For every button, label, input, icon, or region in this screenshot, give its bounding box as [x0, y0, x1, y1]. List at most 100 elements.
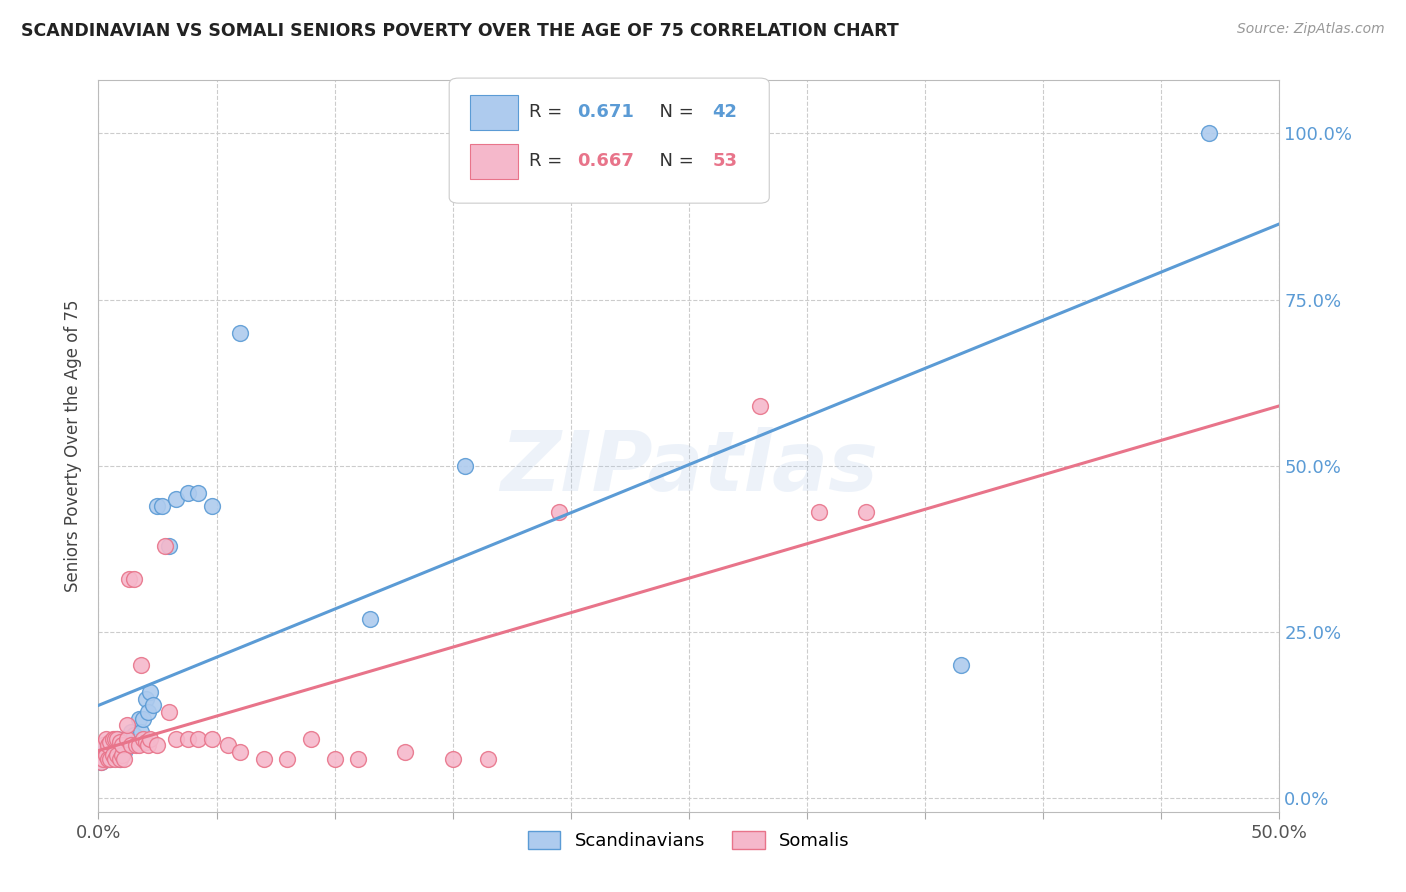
Point	[111, 738, 134, 752]
Point	[115, 731, 138, 746]
Point	[359, 612, 381, 626]
Point	[165, 731, 187, 746]
Point	[97, 751, 120, 765]
Point	[129, 658, 152, 673]
Text: Source: ZipAtlas.com: Source: ZipAtlas.com	[1237, 22, 1385, 37]
Text: 0.671: 0.671	[576, 103, 634, 120]
Point	[139, 685, 162, 699]
Point	[108, 738, 131, 752]
Point	[104, 731, 127, 746]
Point	[253, 751, 276, 765]
Point	[94, 731, 117, 746]
Point	[91, 738, 114, 752]
Point	[101, 748, 124, 763]
Point	[98, 735, 121, 749]
Point	[128, 738, 150, 752]
Point	[128, 712, 150, 726]
Point	[299, 731, 322, 746]
Text: ZIPatlas: ZIPatlas	[501, 427, 877, 508]
Point	[165, 492, 187, 507]
Point	[94, 751, 117, 765]
Point	[104, 751, 127, 765]
Text: N =: N =	[648, 103, 699, 120]
Point	[112, 745, 135, 759]
Point	[229, 745, 252, 759]
Point	[949, 658, 972, 673]
Point	[441, 751, 464, 765]
Point	[146, 738, 169, 752]
Point	[217, 738, 239, 752]
Point	[121, 738, 143, 752]
Point	[111, 748, 134, 763]
Text: 53: 53	[713, 153, 738, 170]
Point	[118, 572, 141, 586]
Point	[187, 731, 209, 746]
Point	[146, 499, 169, 513]
Text: 42: 42	[713, 103, 738, 120]
Point	[135, 691, 157, 706]
Point	[105, 748, 128, 763]
Point	[90, 755, 112, 769]
Point	[125, 738, 148, 752]
Point	[94, 748, 117, 763]
Point	[111, 748, 134, 763]
Point	[135, 735, 157, 749]
Point	[91, 748, 114, 763]
Point	[98, 738, 121, 752]
Point	[157, 539, 180, 553]
Point	[139, 731, 162, 746]
Point	[101, 731, 124, 746]
FancyBboxPatch shape	[471, 144, 517, 179]
Point	[1198, 127, 1220, 141]
Text: 0.667: 0.667	[576, 153, 634, 170]
Point	[101, 735, 124, 749]
Point	[105, 731, 128, 746]
Point	[187, 485, 209, 500]
Point	[136, 738, 159, 752]
Point	[157, 705, 180, 719]
Point	[101, 748, 124, 763]
Point	[177, 485, 200, 500]
Point	[748, 399, 770, 413]
Point	[229, 326, 252, 340]
Point	[115, 731, 138, 746]
Point	[97, 738, 120, 752]
Y-axis label: Seniors Poverty Over the Age of 75: Seniors Poverty Over the Age of 75	[65, 300, 83, 592]
Text: N =: N =	[648, 153, 699, 170]
Point	[122, 728, 145, 742]
Point	[201, 499, 224, 513]
Point	[108, 751, 131, 765]
Point	[98, 751, 121, 765]
Point	[177, 731, 200, 746]
Text: SCANDINAVIAN VS SOMALI SENIORS POVERTY OVER THE AGE OF 75 CORRELATION CHART: SCANDINAVIAN VS SOMALI SENIORS POVERTY O…	[21, 22, 898, 40]
Point	[91, 751, 114, 765]
Point	[477, 751, 499, 765]
Point	[108, 735, 131, 749]
Point	[97, 751, 120, 765]
Point	[153, 539, 176, 553]
Point	[105, 731, 128, 746]
Point	[90, 755, 112, 769]
Point	[132, 712, 155, 726]
Point	[98, 751, 121, 765]
Point	[323, 751, 346, 765]
Point	[118, 738, 141, 752]
Point	[104, 745, 127, 759]
Point	[201, 731, 224, 746]
Point	[453, 458, 475, 473]
Point	[115, 718, 138, 732]
Point	[125, 735, 148, 749]
Point	[855, 506, 877, 520]
Point	[548, 506, 571, 520]
Point	[394, 745, 416, 759]
Text: R =: R =	[530, 153, 568, 170]
Point	[150, 499, 173, 513]
Point	[97, 738, 120, 752]
Point	[105, 748, 128, 763]
Text: R =: R =	[530, 103, 568, 120]
Legend: Scandinavians, Somalis: Scandinavians, Somalis	[520, 823, 858, 857]
FancyBboxPatch shape	[449, 78, 769, 203]
Point	[347, 751, 370, 765]
Point	[136, 705, 159, 719]
Point	[142, 698, 165, 713]
